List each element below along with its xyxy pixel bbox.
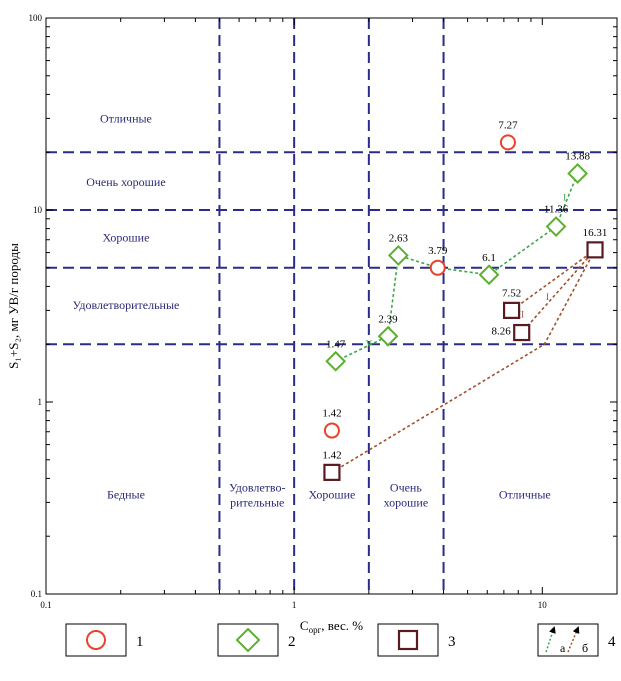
path-label: I	[563, 193, 566, 203]
legend-sub-a: а	[560, 641, 566, 655]
trend-path	[331, 248, 596, 474]
point-diamond	[325, 350, 347, 372]
point-label: 1.42	[322, 408, 341, 420]
y-axis-title: S₁+S₂, мг УВ/г породы	[6, 243, 21, 369]
trend-path	[509, 249, 596, 312]
y-zone-label: Удовлетворительные	[73, 298, 180, 312]
y-tick-label: 1	[38, 397, 43, 407]
legend-square	[397, 629, 419, 651]
point-label: 3.79	[428, 245, 448, 257]
x-tick-label: 1	[292, 600, 297, 610]
x-zone-label: Хорошие	[308, 487, 355, 501]
y-tick-label: 10	[33, 205, 43, 215]
legend-label: 4	[608, 634, 616, 650]
x-zone-label: Бедные	[107, 487, 145, 501]
point-diamond	[567, 163, 589, 184]
point-square	[323, 463, 341, 481]
point-square	[502, 301, 521, 319]
x-zone-label: Удовлетво-	[229, 480, 286, 494]
trend-path	[554, 173, 579, 229]
legend-arrow-b	[567, 626, 580, 653]
axes: 0.1 1 10 0.1 1 10 100 Cорг, вес. % S₁+S₂, мг УВ/…	[6, 13, 618, 635]
point-label: 16.31	[583, 227, 608, 239]
legend-diamond	[235, 627, 261, 653]
y-zone-label: Очень хорошие	[86, 175, 165, 189]
y-zone-label: Хорошие	[103, 230, 150, 244]
data-points: 7.27 3.79 1.42 13.88 11.36 6.1 2.63 2.39 1.47 16.…	[322, 119, 608, 481]
point-circle	[499, 134, 516, 151]
x-zone-label: Очень	[390, 480, 422, 494]
x-zone-label: рительные	[230, 495, 284, 509]
point-label: 7.52	[502, 287, 521, 299]
point-label: 2.39	[378, 313, 398, 325]
point-label: 11.36	[544, 204, 569, 216]
legend-label: 1	[136, 634, 144, 650]
x-tick-label: 10	[538, 600, 548, 610]
legend-arrow-a	[545, 626, 556, 653]
point-label: 8.26	[491, 326, 511, 338]
trend-paths: IVIIII	[331, 173, 596, 474]
point-diamond	[377, 325, 399, 347]
point-circle	[323, 422, 340, 439]
trend-path	[520, 249, 596, 335]
legend: 1 2 3 а б 4	[65, 623, 616, 657]
point-label: 6.1	[482, 252, 496, 264]
x-tick-label: 0.1	[40, 600, 51, 610]
point-label: 2.63	[389, 232, 409, 244]
point-label: 13.88	[565, 150, 590, 162]
x-zone-label: Отличные	[499, 487, 551, 501]
zone-grid	[46, 18, 617, 594]
x-axis-title: Cорг, вес. %	[300, 618, 363, 635]
point-circle	[429, 259, 446, 276]
legend-circle	[86, 630, 106, 650]
point-label: 1.42	[322, 449, 341, 461]
zone-labels: Отличные Очень хорошие Хорошие Удовлетворит…	[73, 111, 551, 509]
x-zone-label: хорошие	[384, 495, 429, 509]
legend-sub-b: б	[582, 641, 588, 655]
y-zone-label: Отличные	[100, 111, 152, 125]
point-diamond	[478, 264, 500, 286]
point-label: 1.47	[326, 338, 346, 350]
trend-path	[333, 225, 557, 363]
path-label: V	[366, 338, 373, 348]
point-diamond	[545, 216, 567, 237]
y-tick-label: 0.1	[31, 589, 42, 599]
point-square	[513, 323, 531, 342]
y-tick-label: 100	[29, 13, 43, 23]
legend-label: 3	[448, 634, 456, 650]
plot-frame	[45, 17, 618, 595]
legend-label: 2	[288, 634, 296, 650]
point-diamond	[387, 245, 409, 266]
point-square	[586, 241, 604, 259]
path-label: I	[546, 292, 549, 302]
point-label: 7.27	[498, 119, 518, 131]
